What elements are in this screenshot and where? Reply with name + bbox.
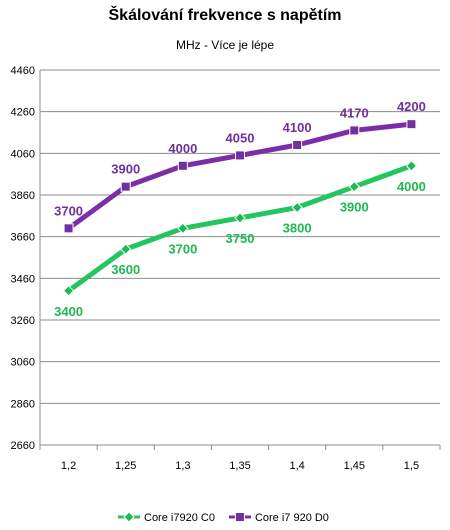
marker-diamond (177, 222, 189, 235)
data-label: 4000 (397, 179, 426, 194)
grid-lines (40, 69, 440, 446)
marker-diamond (234, 212, 246, 224)
chart-title: Škálování frekvence s napětím (108, 7, 342, 24)
x-tick-label: 1,35 (229, 460, 250, 472)
axes: 2660 2860 3060 3260 3460 3660 3860 4060 4260 4460… (11, 65, 441, 472)
marker-square (63, 223, 74, 234)
marker-square (292, 140, 303, 150)
x-tick-label: 1,4 (289, 460, 304, 472)
data-label: 4000 (168, 141, 197, 156)
data-label: 4170 (340, 105, 369, 120)
x-tick-label: 1,5 (404, 460, 419, 472)
data-label: 3900 (111, 162, 140, 177)
marker-square (235, 150, 245, 161)
y-tick-label: 4060 (11, 148, 35, 160)
y-tick-label: 4460 (11, 65, 35, 77)
data-label: 4050 (226, 130, 255, 145)
marker-square (234, 512, 245, 522)
marker-square (120, 181, 131, 192)
chart-subtitle: MHz - Více je lépe (175, 38, 275, 52)
data-label: 3600 (111, 262, 140, 277)
marker-diamond (123, 511, 135, 523)
marker-square (177, 160, 188, 171)
data-label: 3700 (168, 241, 197, 256)
y-tick-label: 4260 (11, 107, 35, 119)
x-tick-label: 1,3 (175, 460, 190, 472)
marker-diamond (291, 201, 303, 214)
y-tick-label: 3460 (11, 273, 35, 285)
data-label: 3700 (54, 203, 83, 218)
y-tick-label: 2860 (11, 398, 35, 410)
y-tick-label: 3660 (11, 232, 35, 244)
x-tick-label: 1,2 (61, 460, 76, 472)
legend-label: Core i7 920 D0 (255, 512, 329, 524)
x-tick-label: 1,45 (344, 460, 365, 472)
legend: Core i7920 C0 Core i7 920 D0 (118, 511, 329, 524)
data-label: 4200 (397, 99, 426, 114)
marker-square (349, 125, 360, 136)
legend-label: Core i7920 C0 (144, 512, 215, 524)
data-labels: 3400 3600 3700 3750 3800 3900 4000 3700 3900 4000… (54, 99, 426, 319)
x-tick-label: 1,25 (115, 460, 136, 472)
data-label: 3750 (226, 231, 255, 246)
data-label: 3800 (283, 221, 312, 236)
y-tick-label: 3060 (11, 357, 35, 369)
y-tick-label: 3860 (11, 190, 35, 202)
marker-diamond (62, 285, 75, 297)
y-tick-label: 3260 (11, 315, 35, 327)
marker-square (406, 119, 417, 130)
series (62, 119, 418, 297)
marker-diamond (120, 243, 132, 255)
marker-diamond (405, 160, 418, 172)
marker-diamond (348, 180, 360, 193)
data-label: 3900 (340, 200, 369, 215)
data-label: 3400 (54, 304, 83, 319)
y-tick-label: 2660 (11, 440, 35, 452)
data-label: 4100 (283, 120, 312, 135)
